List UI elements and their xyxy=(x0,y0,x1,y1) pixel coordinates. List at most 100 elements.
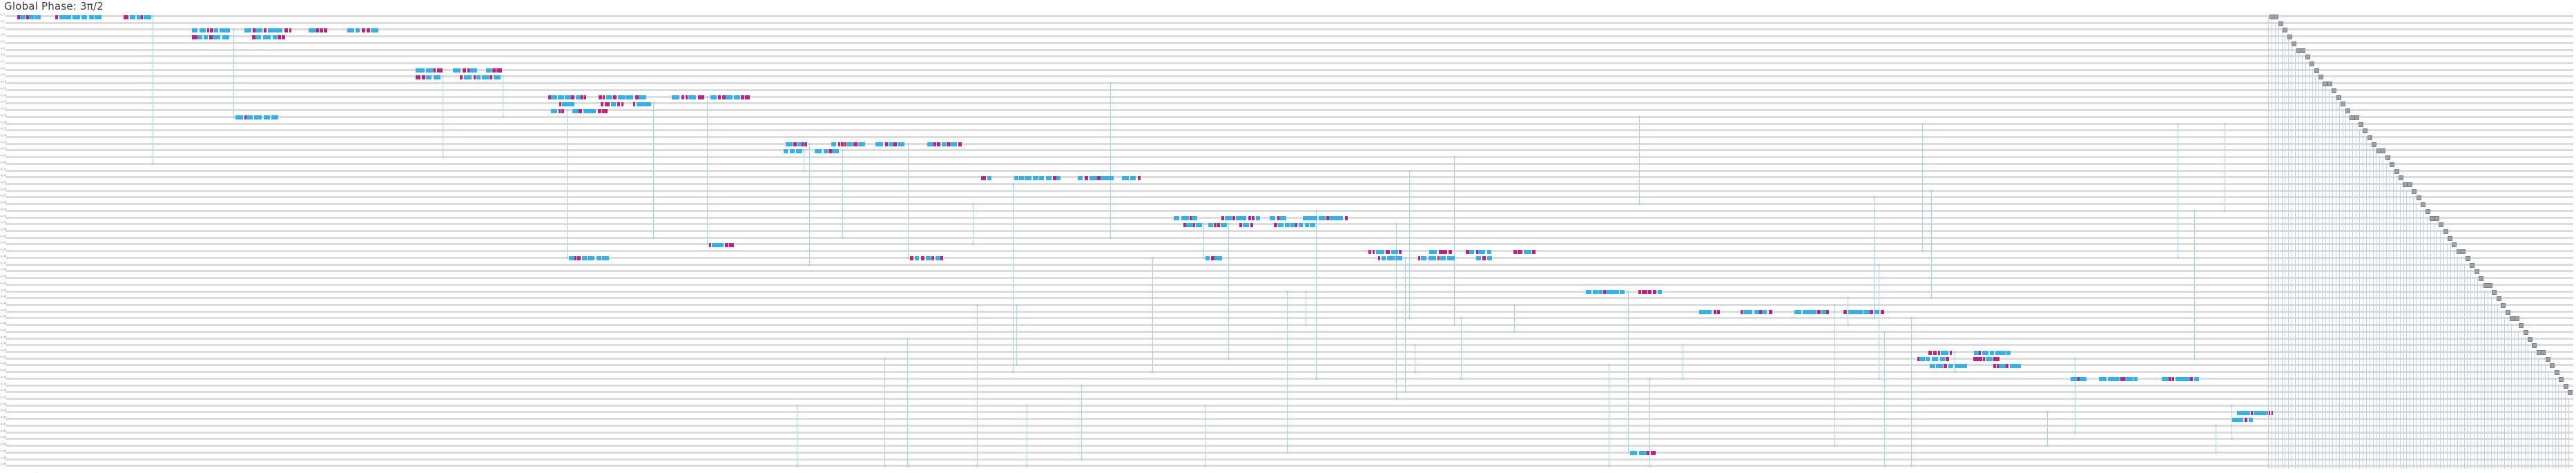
phase-gate[interactable] xyxy=(921,256,924,261)
phase-gate[interactable] xyxy=(1944,363,1947,368)
rotation-gate[interactable] xyxy=(371,28,378,32)
measure-gate[interactable] xyxy=(2461,249,2466,255)
phase-gate[interactable] xyxy=(1214,222,1216,227)
rotation-gate[interactable] xyxy=(875,142,883,147)
rotation-gate[interactable] xyxy=(1078,175,1083,180)
measure-gate[interactable] xyxy=(2470,262,2475,268)
measure-gate[interactable] xyxy=(2305,55,2310,60)
rotation-gate[interactable] xyxy=(1856,310,1863,315)
phase-gate[interactable] xyxy=(1437,256,1440,261)
rotation-gate[interactable] xyxy=(263,35,271,39)
rotation-gate[interactable] xyxy=(2239,417,2243,422)
measure-gate[interactable] xyxy=(2496,296,2501,302)
rotation-gate[interactable] xyxy=(569,256,574,261)
phase-gate[interactable] xyxy=(981,175,983,180)
phase-gate[interactable] xyxy=(1651,451,1654,456)
rotation-gate[interactable] xyxy=(1090,175,1097,180)
rotation-gate[interactable] xyxy=(1932,357,1938,362)
rotation-gate[interactable] xyxy=(213,35,220,39)
measure-gate[interactable] xyxy=(2318,75,2323,80)
rotation-gate[interactable] xyxy=(1056,175,1061,180)
phase-gate[interactable] xyxy=(603,95,605,100)
phase-gate[interactable] xyxy=(1653,290,1656,295)
rotation-gate[interactable] xyxy=(1310,222,1315,227)
rotation-gate[interactable] xyxy=(1982,350,1988,355)
phase-gate[interactable] xyxy=(841,142,844,147)
phase-gate[interactable] xyxy=(264,28,267,32)
rotation-gate[interactable] xyxy=(426,75,432,79)
rotation-gate[interactable] xyxy=(1270,216,1275,221)
phase-gate[interactable] xyxy=(559,102,561,106)
phase-gate[interactable] xyxy=(496,68,498,73)
phase-gate[interactable] xyxy=(579,108,582,113)
phase-gate[interactable] xyxy=(804,142,807,147)
phase-gate[interactable] xyxy=(1654,451,1656,456)
phase-gate[interactable] xyxy=(1647,451,1649,456)
rotation-gate[interactable] xyxy=(1236,216,1240,221)
rotation-gate[interactable] xyxy=(1754,310,1759,315)
phase-gate[interactable] xyxy=(802,142,804,147)
measure-gate[interactable] xyxy=(2372,142,2377,147)
phase-gate[interactable] xyxy=(910,256,913,261)
rotation-gate[interactable] xyxy=(214,28,218,32)
rotation-gate[interactable] xyxy=(1101,175,1107,180)
measure-gate[interactable] xyxy=(2421,202,2426,208)
rotation-gate[interactable] xyxy=(1205,256,1210,261)
measure-gate[interactable] xyxy=(2394,168,2399,174)
rotation-gate[interactable] xyxy=(1955,363,1960,368)
rotation-gate[interactable] xyxy=(2260,410,2267,415)
rotation-gate[interactable] xyxy=(1848,310,1856,315)
phase-gate[interactable] xyxy=(559,108,561,113)
measure-gate[interactable] xyxy=(2274,15,2279,19)
rotation-gate[interactable] xyxy=(1382,256,1386,261)
phase-gate[interactable] xyxy=(1252,216,1255,221)
measure-gate[interactable] xyxy=(2314,68,2319,73)
phase-gate[interactable] xyxy=(1870,310,1873,315)
phase-gate[interactable] xyxy=(1997,357,1999,362)
rotation-gate[interactable] xyxy=(1919,357,1925,362)
phase-gate[interactable] xyxy=(1183,222,1186,227)
phase-gate[interactable] xyxy=(498,68,502,73)
measure-gate[interactable] xyxy=(2545,356,2550,362)
rotation-gate[interactable] xyxy=(1936,363,1943,368)
phase-gate[interactable] xyxy=(1950,350,1952,355)
phase-gate[interactable] xyxy=(324,28,327,32)
phase-gate[interactable] xyxy=(1933,350,1937,355)
phase-gate[interactable] xyxy=(1759,310,1762,315)
rotation-gate[interactable] xyxy=(2162,377,2169,382)
phase-gate[interactable] xyxy=(725,242,728,247)
rotation-gate[interactable] xyxy=(570,102,574,106)
phase-gate[interactable] xyxy=(492,68,496,73)
rotation-gate[interactable] xyxy=(1593,290,1598,295)
rotation-gate[interactable] xyxy=(356,28,360,32)
phase-gate[interactable] xyxy=(844,142,846,147)
measure-gate[interactable] xyxy=(2554,370,2559,376)
rotation-gate[interactable] xyxy=(1395,256,1402,261)
phase-gate[interactable] xyxy=(1386,249,1388,254)
phase-gate[interactable] xyxy=(1211,256,1214,261)
rotation-gate[interactable] xyxy=(476,75,481,79)
rotation-gate[interactable] xyxy=(1186,222,1193,227)
rotation-gate[interactable] xyxy=(797,142,802,147)
rotation-gate[interactable] xyxy=(1192,216,1197,221)
phase-gate[interactable] xyxy=(289,28,291,32)
rotation-gate[interactable] xyxy=(582,256,587,261)
phase-gate[interactable] xyxy=(434,68,436,73)
rotation-gate[interactable] xyxy=(2017,363,2021,368)
measure-gate[interactable] xyxy=(2327,81,2332,87)
phase-gate[interactable] xyxy=(362,28,365,32)
phase-gate[interactable] xyxy=(741,95,744,100)
rotation-gate[interactable] xyxy=(1941,350,1948,355)
rotation-gate[interactable] xyxy=(710,95,717,100)
measure-gate[interactable] xyxy=(2434,215,2439,221)
rotation-gate[interactable] xyxy=(416,68,420,73)
rotation-gate[interactable] xyxy=(255,28,262,32)
rotation-gate[interactable] xyxy=(1960,363,1967,368)
rotation-gate[interactable] xyxy=(246,115,253,120)
phase-gate[interactable] xyxy=(416,75,418,79)
phase-gate[interactable] xyxy=(463,68,466,73)
rotation-gate[interactable] xyxy=(847,142,853,147)
phase-gate[interactable] xyxy=(1938,350,1940,355)
phase-gate[interactable] xyxy=(2251,410,2253,415)
phase-gate[interactable] xyxy=(855,142,858,147)
